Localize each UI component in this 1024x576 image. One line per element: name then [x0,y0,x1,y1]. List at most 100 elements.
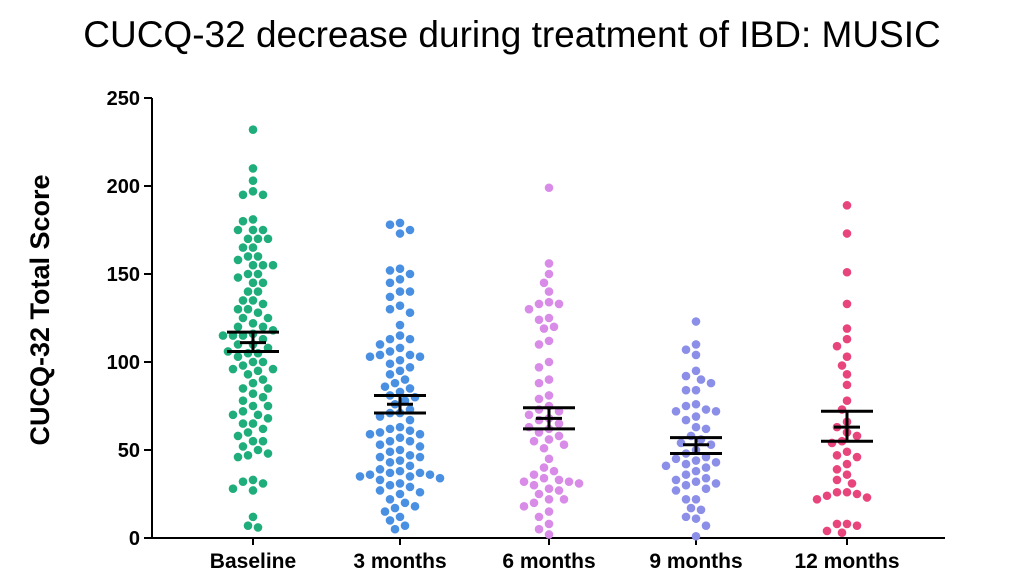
data-point [842,334,852,344]
data-point [706,440,716,450]
data-point [842,396,852,406]
data-point [842,380,852,390]
data-point [248,243,258,252]
data-point [263,401,273,411]
data-point [544,494,554,504]
data-point [701,521,711,530]
x-tick-label: 9 months [649,550,742,573]
data-point [852,431,862,441]
data-point [544,183,554,193]
x-tick-label: Baseline [210,550,296,573]
data-point [248,436,258,446]
data-point [842,201,852,210]
data-point [539,473,549,483]
data-point [365,429,375,439]
data-point [405,308,415,318]
data-point [253,523,263,532]
data-point [691,317,701,326]
x-tick-label: 3 months [353,550,446,573]
data-point [238,313,248,323]
data-point [375,340,385,349]
data-point [554,431,564,441]
data-point [405,350,415,360]
data-point [258,357,268,367]
data-point [405,334,415,344]
data-point [385,334,395,344]
data-point [534,489,544,499]
data-point [559,440,569,450]
data-point [701,484,711,494]
axis-labels: 0 50 100 150 200 250 Baseline 3 months 6 months 9… [25,88,900,573]
data-point [385,359,395,369]
data-point [524,304,534,314]
data-point [691,531,701,541]
data-point [415,442,425,451]
data-point [258,190,268,200]
data-point [701,463,711,472]
data-point [248,512,258,522]
data-point [681,512,691,522]
data-point [544,357,554,367]
data-point [385,516,395,525]
data-point [365,470,375,479]
data-point [544,297,554,307]
data-point [691,456,701,465]
data-point [243,450,253,460]
data-point [691,494,701,504]
data-point [395,466,405,476]
data-point [415,429,425,439]
data-point [375,452,385,462]
data-point [248,176,258,186]
data-point [390,378,400,388]
data-point [258,225,268,235]
data-point [248,215,258,224]
data-point [711,406,721,416]
data-point [405,384,415,393]
data-point [405,287,415,296]
data-point [539,324,549,333]
data-point [842,519,852,529]
data-point [544,269,554,279]
data-point [519,477,529,486]
data-point [549,466,559,476]
data-point [405,415,415,425]
data-point [395,229,405,238]
data-point [554,486,564,495]
y-tick-label: 150 [107,264,140,286]
data-point [385,447,395,457]
data-point [380,507,390,516]
data-point [529,480,539,490]
data-point [248,378,258,388]
data-point [228,484,238,494]
data-point [258,424,268,434]
data-point [238,396,248,406]
data-point [681,470,691,479]
data-point [842,229,852,238]
data-point [544,507,554,516]
data-point [534,524,544,534]
data-point [243,370,253,379]
data-point [534,378,544,388]
data-point [253,269,263,279]
data-point [385,304,395,314]
data-point [228,364,238,374]
data-point [243,269,253,279]
data-point [852,489,862,499]
data-point [435,473,445,483]
data-point [842,352,852,362]
data-point [253,308,263,318]
data-point [248,186,258,196]
data-point [253,445,263,455]
data-point [405,450,415,460]
data-point [842,324,852,333]
data-point [268,260,278,270]
data-point [395,287,405,296]
data-point [405,426,415,435]
data-point [534,362,544,372]
data-point [405,269,415,279]
data-point [691,477,701,486]
data-point [842,299,852,309]
data-point [529,498,539,508]
data-point [405,362,415,372]
data-point [233,225,243,235]
